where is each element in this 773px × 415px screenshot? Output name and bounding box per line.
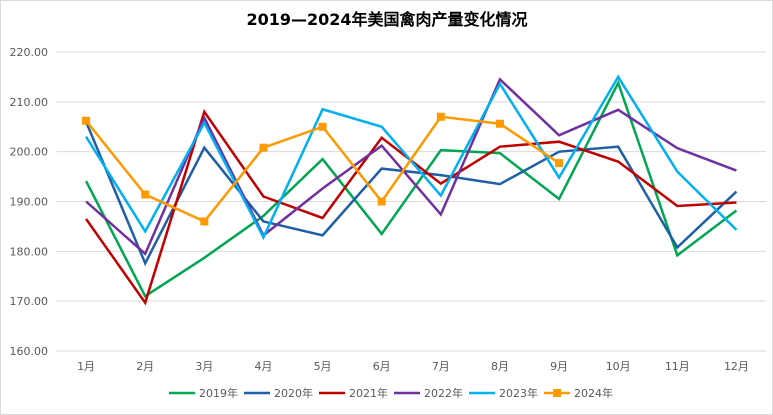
- x-tick-label: 3月: [195, 360, 213, 373]
- x-tick-label: 9月: [550, 360, 568, 373]
- x-tick-label: 2月: [136, 360, 154, 373]
- legend-label: 2020年: [274, 386, 313, 400]
- x-tick-label: 6月: [373, 360, 391, 373]
- y-tick-label: 180.00: [10, 245, 49, 258]
- y-tick-label: 210.00: [10, 96, 49, 109]
- x-tick-label: 4月: [254, 360, 272, 373]
- data-point: [141, 190, 150, 199]
- series-line-2019年: [84, 79, 738, 298]
- y-tick-label: 190.00: [10, 196, 49, 209]
- data-point: [82, 116, 91, 125]
- x-tick-label: 7月: [432, 360, 450, 373]
- legend-marker: [553, 389, 561, 397]
- data-point: [495, 119, 504, 128]
- series-line-2020年: [84, 121, 738, 267]
- data-point: [259, 143, 268, 152]
- legend-label: 2023年: [499, 386, 538, 400]
- data-point: [436, 112, 445, 121]
- y-tick-label: 200.00: [10, 146, 49, 159]
- x-tick-label: 11月: [665, 360, 690, 373]
- y-tick-label: 160.00: [10, 345, 49, 358]
- data-point: [377, 197, 386, 206]
- legend-label: 2019年: [199, 386, 238, 400]
- legend-label: 2022年: [424, 386, 463, 400]
- x-tick-label: 8月: [491, 360, 509, 373]
- legend-label: 2024年: [574, 386, 613, 400]
- x-tick-label: 12月: [724, 360, 749, 373]
- series-line-2022年: [85, 77, 737, 256]
- x-tick-label: 10月: [606, 360, 631, 373]
- data-point: [200, 217, 209, 226]
- y-tick-label: 220.00: [10, 46, 49, 59]
- x-tick-label: 1月: [77, 360, 95, 373]
- y-tick-label: 170.00: [10, 295, 49, 308]
- legend-label: 2021年: [349, 386, 388, 400]
- x-tick-label: 5月: [314, 360, 332, 373]
- chart-title: 2019—2024年美国禽肉产量变化情况: [246, 10, 527, 29]
- data-point: [555, 159, 564, 168]
- data-point: [318, 122, 327, 131]
- series-line-2024年: [85, 115, 560, 223]
